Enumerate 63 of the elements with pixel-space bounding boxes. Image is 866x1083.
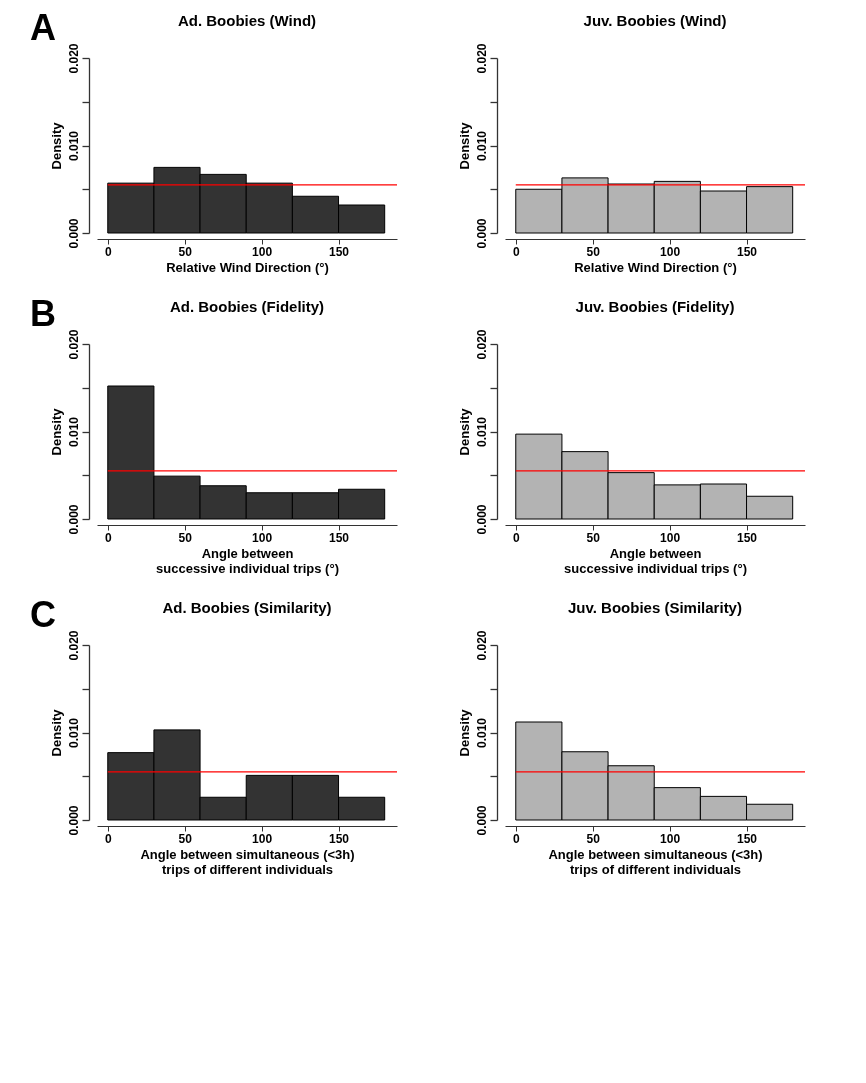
y-axis-title: Density	[48, 708, 64, 757]
text: B	[30, 292, 56, 334]
x-tick-label: 0	[104, 244, 112, 259]
x-tick-label: 100	[252, 530, 273, 545]
y-tick-label: 0.020	[66, 43, 81, 74]
y-axis-title: Density	[456, 708, 472, 757]
x-tick-label: 150	[329, 831, 350, 846]
x-tick-label: 150	[737, 831, 758, 846]
y-tick-label: 0.020	[66, 630, 81, 661]
chart-title: Ad. Boobies (Fidelity)	[169, 297, 325, 315]
chart-title: Ad. Boobies (Wind)	[177, 11, 317, 29]
x-tick-label: 150	[329, 530, 350, 545]
x-tick-label: 50	[586, 831, 601, 846]
chart-title: Ad. Boobies (Similarity)	[162, 598, 332, 616]
y-axis-title: Density	[456, 407, 472, 456]
x-axis-title: Relative Wind Direction (°)	[166, 259, 329, 275]
x-tick-label: 100	[660, 530, 681, 545]
y-tick-label: 0.010	[66, 130, 81, 162]
x-tick-label: 150	[329, 244, 350, 259]
y-tick-label: 0.010	[474, 416, 489, 448]
y-tick-label: 0.010	[66, 416, 81, 448]
y-axis-title: Density	[48, 121, 64, 170]
chart-title: Juv. Boobies (Similarity)	[568, 598, 742, 616]
x-tick-label: 50	[586, 530, 601, 545]
x-tick-label: 0	[512, 831, 520, 846]
x-tick-label: 50	[178, 831, 193, 846]
x-tick-label: 50	[586, 244, 601, 259]
x-tick-label: 50	[178, 244, 193, 259]
y-tick-label: 0.020	[66, 329, 81, 360]
y-tick-label: 0.010	[474, 717, 489, 749]
x-tick-label: 50	[178, 530, 193, 545]
chart-title: Juv. Boobies (Wind)	[583, 11, 727, 29]
x-tick-label: 100	[660, 244, 681, 259]
x-axis-title: Angle between simultaneous (<3h) trips of different individuals	[140, 846, 355, 877]
text: A	[30, 6, 56, 48]
x-tick-label: 100	[252, 244, 273, 259]
x-axis-title: Angle between successive individual trips (°)	[156, 545, 339, 576]
x-tick-label: 100	[252, 831, 273, 846]
x-tick-label: 0	[512, 244, 520, 259]
x-tick-label: 0	[104, 530, 112, 545]
y-tick-label: 0.010	[474, 130, 489, 162]
x-tick-label: 0	[512, 530, 520, 545]
y-tick-label: 0.000	[66, 504, 81, 535]
y-tick-label: 0.000	[66, 218, 81, 249]
y-tick-label: 0.000	[474, 218, 489, 249]
y-axis-title: Density	[456, 121, 472, 170]
y-tick-label: 0.020	[474, 329, 489, 360]
y-tick-label: 0.020	[474, 43, 489, 74]
x-tick-label: 150	[737, 244, 758, 259]
y-tick-label: 0.000	[474, 504, 489, 535]
y-tick-label: 0.010	[66, 717, 81, 749]
y-tick-label: 0.020	[474, 630, 489, 661]
x-tick-label: 150	[737, 530, 758, 545]
x-tick-label: 0	[104, 831, 112, 846]
x-axis-title: Angle between successive individual trips (°)	[564, 545, 747, 576]
x-axis-title: Relative Wind Direction (°)	[574, 259, 737, 275]
chart-title: Juv. Boobies (Fidelity)	[575, 297, 735, 315]
x-tick-label: 100	[660, 831, 681, 846]
y-tick-label: 0.000	[66, 805, 81, 836]
y-axis-title: Density	[48, 407, 64, 456]
x-axis-title: Angle between simultaneous (<3h) trips of different individuals	[548, 846, 763, 877]
y-tick-label: 0.000	[474, 805, 489, 836]
text: C	[30, 593, 56, 635]
